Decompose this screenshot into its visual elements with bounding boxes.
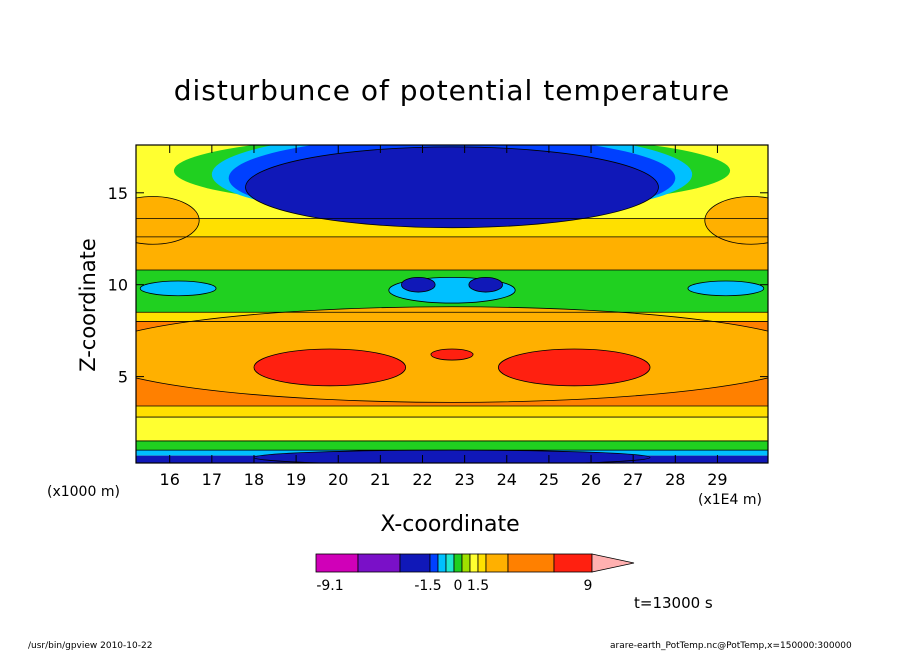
x-tick-label: 27: [623, 470, 643, 489]
x-tick-label: 24: [497, 470, 517, 489]
contour-region: [139, 280, 217, 297]
contour-region: [245, 146, 659, 229]
colorbar-segment: [553, 553, 593, 573]
contour-region: [468, 276, 503, 293]
colorbar-segment: [437, 553, 447, 573]
contour-region: [497, 348, 651, 387]
colorbar-segment: [477, 553, 487, 573]
colorbar-tick-label: 9: [583, 578, 593, 594]
colorbar-segment: [461, 553, 471, 573]
x-tick-label: 19: [286, 470, 306, 489]
colorbar-segment: [357, 553, 401, 573]
colorbar-tick-label: -9.1: [316, 578, 344, 594]
x-tick-label: 20: [328, 470, 348, 489]
colorbar-arrow: [591, 553, 635, 573]
x-tick-label: 29: [707, 470, 727, 489]
band-lower-green: [136, 440, 768, 451]
contour-region: [704, 196, 768, 245]
contour-fills: [136, 145, 768, 463]
x-tick-label: 18: [244, 470, 264, 489]
y-tick-label: 5: [118, 368, 128, 387]
y-ticks: 5 10 15: [108, 184, 768, 387]
x-tick-label: 17: [202, 470, 222, 489]
band-lower-yellow: [136, 406, 768, 418]
x-unit-label-left: (x1000 m): [47, 484, 120, 500]
x-tick-label: 16: [160, 470, 180, 489]
x-ticks: 16 17 18 19 20 21 22 23 24 25 26 27 28 29: [160, 145, 728, 489]
colorbar-segment: [445, 553, 455, 573]
band-upper-orange: [136, 236, 768, 270]
time-label: t=13000 s: [634, 594, 713, 612]
colorbar-tick-label: 1.5: [466, 578, 490, 594]
y-tick-label: 10: [108, 276, 128, 295]
colorbar: [315, 553, 635, 573]
x-tick-label: 28: [665, 470, 685, 489]
x-tick-label: 22: [412, 470, 432, 489]
colorbar-segment: [315, 553, 359, 573]
footer-command: /usr/bin/gpview 2010-10-22: [28, 641, 153, 651]
colorbar-segment: [399, 553, 431, 573]
colorbar-segment: [429, 553, 439, 573]
contour-region: [136, 196, 200, 245]
contour-plot: [135, 144, 769, 464]
contour-region: [253, 348, 407, 387]
plot-frame: [135, 144, 769, 464]
y-axis-label: Z-coordinate: [76, 238, 100, 372]
contour-region: [401, 276, 436, 293]
colorbar-tick-label: 0: [453, 578, 463, 594]
colorbar-segment: [507, 553, 555, 573]
x-tick-label: 26: [581, 470, 601, 489]
colorbar-tick-label: -1.5: [414, 578, 442, 594]
contour-region: [687, 280, 765, 297]
footer-source: arare-earth_PotTemp.nc@PotTemp,x=150000:…: [610, 641, 852, 651]
x-tick-label: 21: [370, 470, 390, 489]
colorbar-segment: [485, 553, 509, 573]
x-tick-label: 25: [539, 470, 559, 489]
y-tick-label: 15: [108, 184, 128, 203]
colorbar-segment: [469, 553, 479, 573]
x-unit-label-right: (x1E4 m): [698, 492, 762, 508]
band-lower-pale: [136, 417, 768, 441]
x-tick-label: 23: [454, 470, 474, 489]
contour-region: [430, 348, 474, 361]
chart-title: disturbunce of potential temperature: [173, 74, 731, 107]
colorbar-segment: [453, 553, 463, 573]
x-axis-label: X-coordinate: [380, 512, 520, 537]
